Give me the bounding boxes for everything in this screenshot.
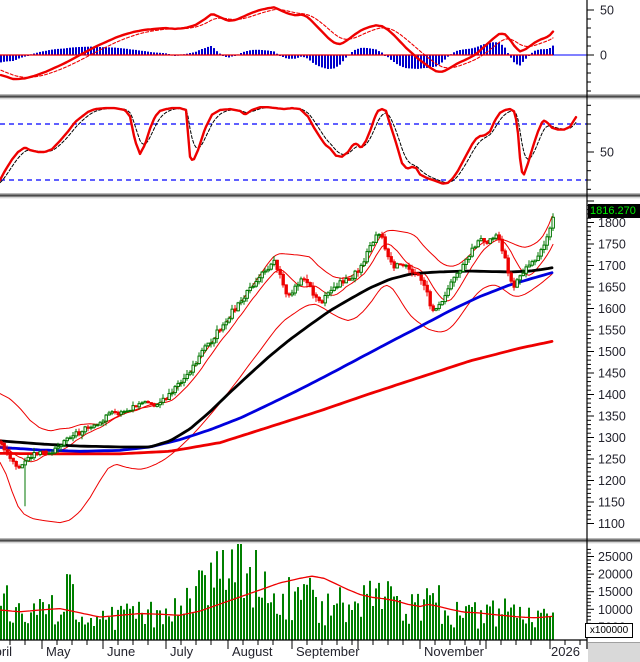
- svg-text:1500: 1500: [598, 345, 626, 359]
- bollinger-lower: [0, 273, 553, 524]
- svg-text:15000: 15000: [598, 585, 633, 599]
- svg-text:1150: 1150: [598, 496, 625, 510]
- volume-ma-line: [0, 575, 553, 619]
- svg-text:20000: 20000: [598, 568, 633, 582]
- macd-panel: [0, 6, 587, 81]
- scrollbar-corner: [588, 642, 640, 662]
- panel-separator[interactable]: [0, 193, 640, 199]
- svg-text:1350: 1350: [598, 410, 626, 424]
- svg-text:September: September: [296, 644, 360, 659]
- price-panel: [0, 213, 555, 524]
- svg-text:1400: 1400: [598, 388, 626, 402]
- svg-text:25000: 25000: [598, 550, 633, 564]
- stoch-k-line: [0, 105, 578, 185]
- svg-text:1200: 1200: [598, 474, 626, 488]
- candlesticks: [0, 213, 555, 507]
- svg-text:1700: 1700: [598, 259, 626, 273]
- bollinger-upper: [0, 216, 553, 432]
- svg-text:November: November: [424, 644, 485, 659]
- svg-text:1550: 1550: [598, 324, 626, 338]
- svg-text:10000: 10000: [598, 603, 633, 617]
- svg-text:0: 0: [600, 49, 607, 63]
- volume-panel: [0, 544, 554, 640]
- svg-text:1100: 1100: [598, 517, 625, 531]
- volume-bars: [0, 544, 554, 640]
- svg-text:1650: 1650: [598, 281, 626, 295]
- axis-ticks: [9, 9, 594, 649]
- svg-text:1600: 1600: [598, 302, 626, 316]
- svg-text:1300: 1300: [598, 431, 626, 445]
- svg-text:1800: 1800: [598, 216, 626, 230]
- volume-unit-label: x100000: [585, 623, 633, 638]
- svg-text:May: May: [46, 644, 71, 659]
- mid-ma-blue: [0, 271, 554, 453]
- axis-value-labels: 50 0 50 1800 1750 1700 1650 1600 1550 1500 1450 140…: [598, 4, 633, 635]
- svg-text:1450: 1450: [598, 367, 626, 381]
- panel-separator[interactable]: [0, 94, 640, 100]
- panel-separator[interactable]: [0, 538, 640, 544]
- last-price-badge: 1816.270: [588, 204, 640, 218]
- long-ma-red: [0, 339, 554, 456]
- svg-text:1250: 1250: [598, 453, 626, 467]
- svg-text:July: July: [170, 644, 194, 659]
- svg-text:1750: 1750: [598, 238, 626, 252]
- svg-text:50: 50: [600, 4, 614, 18]
- svg-text:50: 50: [600, 146, 614, 160]
- svg-text:August: August: [232, 644, 273, 659]
- x-axis-month-labels: April May June July August September November 2…: [0, 644, 580, 659]
- svg-text:April: April: [0, 644, 12, 659]
- stochastic-panel: [0, 105, 587, 185]
- svg-text:June: June: [107, 644, 135, 659]
- macd-line: [0, 6, 555, 81]
- svg-text:2026: 2026: [551, 644, 580, 659]
